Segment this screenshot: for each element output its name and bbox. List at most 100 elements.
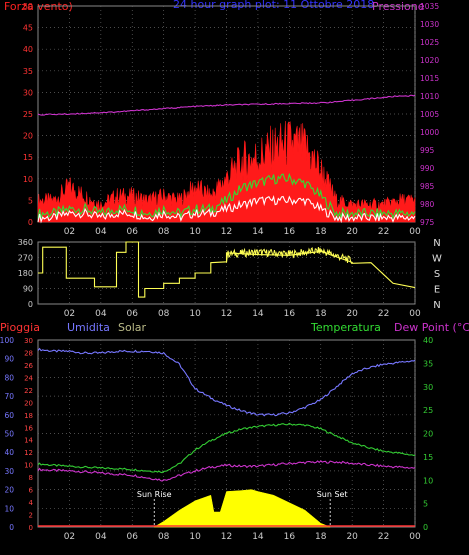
wind-pressure-x-tick: 22: [378, 227, 389, 237]
rain-y-tick: 28: [24, 349, 33, 357]
pressure-y-tick: 1005: [420, 110, 439, 119]
humidity-x-tick: 20: [346, 532, 358, 542]
wind-direction-x-tick: 22: [378, 309, 389, 319]
wind-pressure-x-tick: 00: [409, 227, 421, 237]
rain-y-tick: 30: [24, 337, 33, 345]
wind-y-tick: 25: [23, 110, 33, 119]
wind-pressure-x-tick: 12: [221, 227, 232, 237]
humidity-x-tick: 02: [64, 532, 75, 542]
temperature-y-tick: 40: [423, 336, 433, 345]
humidity-y-tick: 40: [4, 448, 14, 457]
pressure-y-tick: 985: [420, 182, 435, 191]
pressure-y-tick: 1020: [420, 56, 439, 65]
compass-label: N: [433, 238, 440, 249]
wind-y-tick: 5: [28, 196, 33, 205]
wind-average-line: [37, 172, 416, 220]
direction-y-tick: 90: [23, 285, 33, 294]
rain-y-tick: 12: [24, 449, 33, 457]
wind-gust-area: [37, 120, 416, 223]
legend-solar: Solar: [118, 321, 147, 334]
direction-y-tick: 270: [18, 254, 33, 263]
wind-direction-x-tick: 04: [95, 309, 107, 319]
pressure-y-tick: 995: [420, 146, 435, 155]
wind-pressure-x-tick: 04: [95, 227, 107, 237]
wind-y-tick: 0: [28, 218, 33, 227]
humidity-y-tick: 50: [4, 430, 14, 439]
temperature-y-tick: 20: [423, 430, 433, 439]
pressure-y-tick: 990: [420, 164, 435, 173]
rain-y-tick: 8: [29, 474, 33, 482]
wind-direction-x-tick: 00: [409, 309, 421, 319]
rain-y-tick: 10: [24, 462, 33, 470]
humidity-y-tick: 70: [4, 392, 14, 401]
humidity-y-tick: 0: [9, 523, 14, 532]
compass-label: E: [434, 285, 440, 296]
direction-y-tick: 0: [28, 300, 33, 309]
wind-y-tick: 20: [23, 132, 33, 141]
wind-pressure-x-tick: 18: [315, 227, 327, 237]
wind-direction-x-tick: 18: [315, 309, 327, 319]
humidity-x-tick: 16: [284, 532, 296, 542]
temperature-y-tick: 0: [423, 523, 428, 532]
legend-umidita: Umidita: [67, 321, 110, 334]
wind-direction-x-tick: 16: [284, 309, 296, 319]
humidity-y-tick: 80: [4, 373, 14, 382]
pressure-y-tick: 1015: [420, 74, 439, 83]
rain-y-tick: 2: [29, 512, 33, 520]
pressure-y-tick: 1035: [420, 2, 439, 11]
pressure-y-tick: 1025: [420, 38, 439, 47]
wind-y-tick: 10: [23, 175, 33, 184]
wind-min-line: [37, 195, 416, 224]
rain-y-tick: 6: [29, 487, 34, 495]
rain-y-tick: 0: [29, 524, 33, 532]
rain-y-tick: 26: [24, 362, 33, 370]
humidity-x-tick: 14: [252, 532, 264, 542]
temperature-y-tick: 5: [423, 500, 428, 509]
pressure-line: [37, 94, 416, 116]
sunrise-label: Sun Rise: [137, 490, 172, 499]
direction-y-tick: 180: [18, 269, 33, 278]
wind-direction-x-tick: 06: [127, 309, 139, 319]
rain-y-tick: 16: [24, 424, 33, 432]
compass-label: S: [434, 269, 440, 280]
wind-direction-x-tick: 02: [64, 309, 75, 319]
legend-temperatura: Temperatura: [311, 321, 381, 334]
rain-y-tick: 4: [29, 499, 34, 507]
rain-y-tick: 22: [24, 387, 33, 395]
wind-y-tick: 45: [23, 24, 33, 33]
humidity-y-tick: 10: [4, 504, 14, 513]
sunset-label: Sun Set: [317, 490, 348, 499]
humidity-y-tick: 90: [4, 355, 14, 364]
humidity-line: [37, 347, 416, 417]
wind-pressure-x-tick: 08: [158, 227, 170, 237]
rain-y-tick: 18: [24, 412, 33, 420]
humidity-y-tick: 60: [4, 411, 14, 420]
dew-point-line: [37, 460, 416, 482]
wind-pressure-x-tick: 16: [284, 227, 296, 237]
pressure-y-tick: 980: [420, 200, 435, 209]
wind-y-tick: 35: [23, 67, 33, 76]
humidity-x-tick: 06: [127, 532, 139, 542]
wind-direction-x-tick: 20: [346, 309, 358, 319]
humidity-x-tick: 08: [158, 532, 170, 542]
wind-direction-noise: [226, 247, 353, 264]
temperature-y-tick: 15: [423, 453, 433, 462]
compass-label: N: [433, 300, 440, 311]
wind-pressure-x-tick: 06: [127, 227, 139, 237]
chart-title: 24 hour graph plot: 11 Ottobre 2018: [173, 0, 375, 11]
wind-direction-x-tick: 10: [189, 309, 201, 319]
wind-direction-x-tick: 14: [252, 309, 264, 319]
humidity-x-tick: 10: [189, 532, 201, 542]
compass-label: W: [432, 254, 442, 265]
temperature-line: [37, 422, 416, 474]
humidity-x-tick: 04: [95, 532, 107, 542]
humidity-x-tick: 00: [409, 532, 421, 542]
legend-pioggia: Pioggia: [0, 321, 40, 334]
temperature-y-tick: 35: [423, 359, 433, 368]
humidity-x-tick: 18: [315, 532, 327, 542]
pressure-y-tick: 1000: [420, 128, 439, 137]
wind-y-tick: 40: [23, 45, 33, 54]
wind-pressure-x-tick: 14: [252, 227, 264, 237]
